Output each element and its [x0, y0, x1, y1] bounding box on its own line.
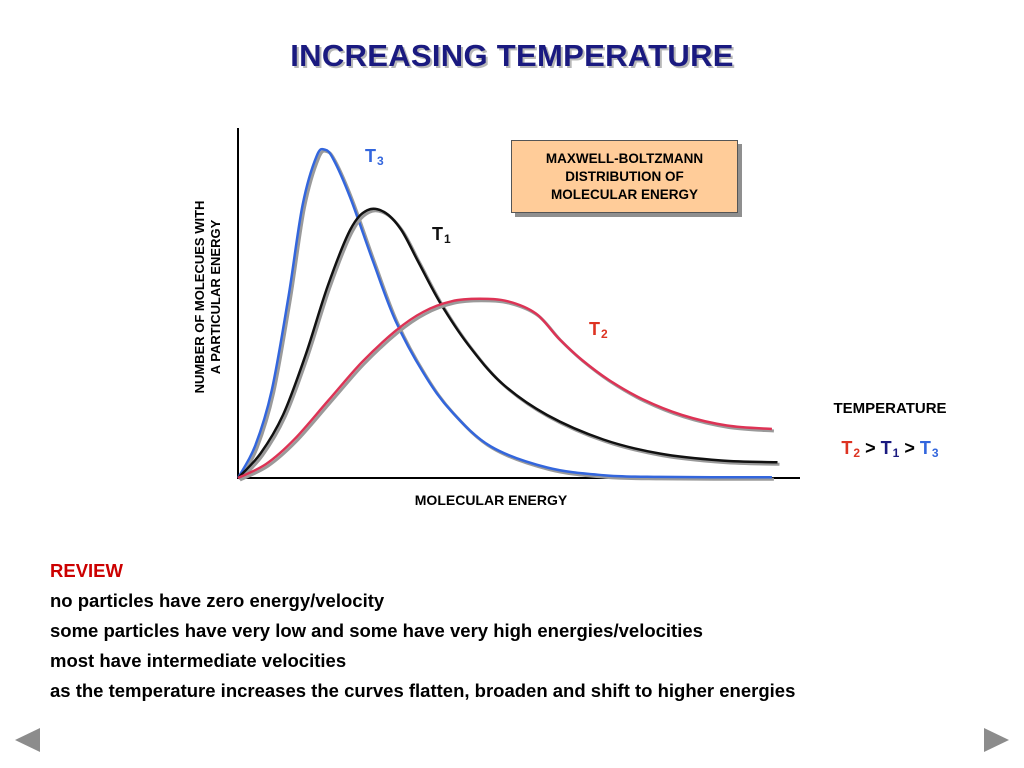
curve-label-t1: T1 — [432, 224, 451, 246]
triangle-right-icon — [984, 728, 1009, 752]
infobox-line-2: DISTRIBUTION OF — [565, 168, 684, 184]
temperature-order: T2 > T1 > T3 — [800, 438, 980, 460]
temperature-heading: TEMPERATURE — [833, 400, 947, 417]
infobox-line-3: MOLECULAR ENERGY — [550, 186, 698, 202]
y-axis-label: NUMBER OF MOLECUES WITH A PARTICULAR ENE… — [192, 167, 226, 427]
order-t1: T1 — [880, 438, 900, 460]
series-line-t1 — [237, 207, 778, 479]
y-axis-label-line-1: NUMBER OF MOLECUES WITH — [192, 200, 207, 394]
y-axis-label-line-2: A PARTICULAR ENERGY — [208, 219, 223, 375]
next-slide-button[interactable] — [982, 725, 1012, 755]
maxwell-boltzmann-box: MAXWELL-BOLTZMANN DISTRIBUTION OF MOLECU… — [511, 140, 738, 213]
order-sep-1: > — [865, 438, 876, 458]
review-line-4: as the temperature increases the curves … — [50, 680, 796, 701]
series-line-t2 — [237, 297, 772, 480]
series-shadow-t1 — [238, 209, 780, 482]
triangle-left-icon — [15, 728, 40, 752]
series-layer — [236, 147, 780, 482]
x-axis-label: MOLECULAR ENERGY — [414, 492, 568, 508]
review-line-2: some particles have very low and some ha… — [50, 620, 703, 641]
review-line-1: no particles have zero energy/velocity — [50, 590, 385, 611]
review-heading: REVIEW — [50, 560, 123, 581]
order-t3: T3 — [919, 438, 939, 460]
order-sep-2: > — [904, 438, 915, 458]
infobox-line-1: MAXWELL-BOLTZMANN — [545, 150, 704, 166]
previous-slide-button[interactable] — [12, 725, 42, 755]
review-line-3: most have intermediate velocities — [50, 650, 347, 671]
curve-label-t2: T2 — [589, 319, 608, 341]
order-t2: T2 — [841, 438, 861, 460]
curve-label-t3: T3 — [365, 146, 384, 168]
series-line-t3 — [236, 147, 772, 479]
slide-title: INCREASING TEMPERATURE — [290, 38, 734, 73]
review-block: REVIEW no particles have zero energy/vel… — [50, 556, 1010, 706]
